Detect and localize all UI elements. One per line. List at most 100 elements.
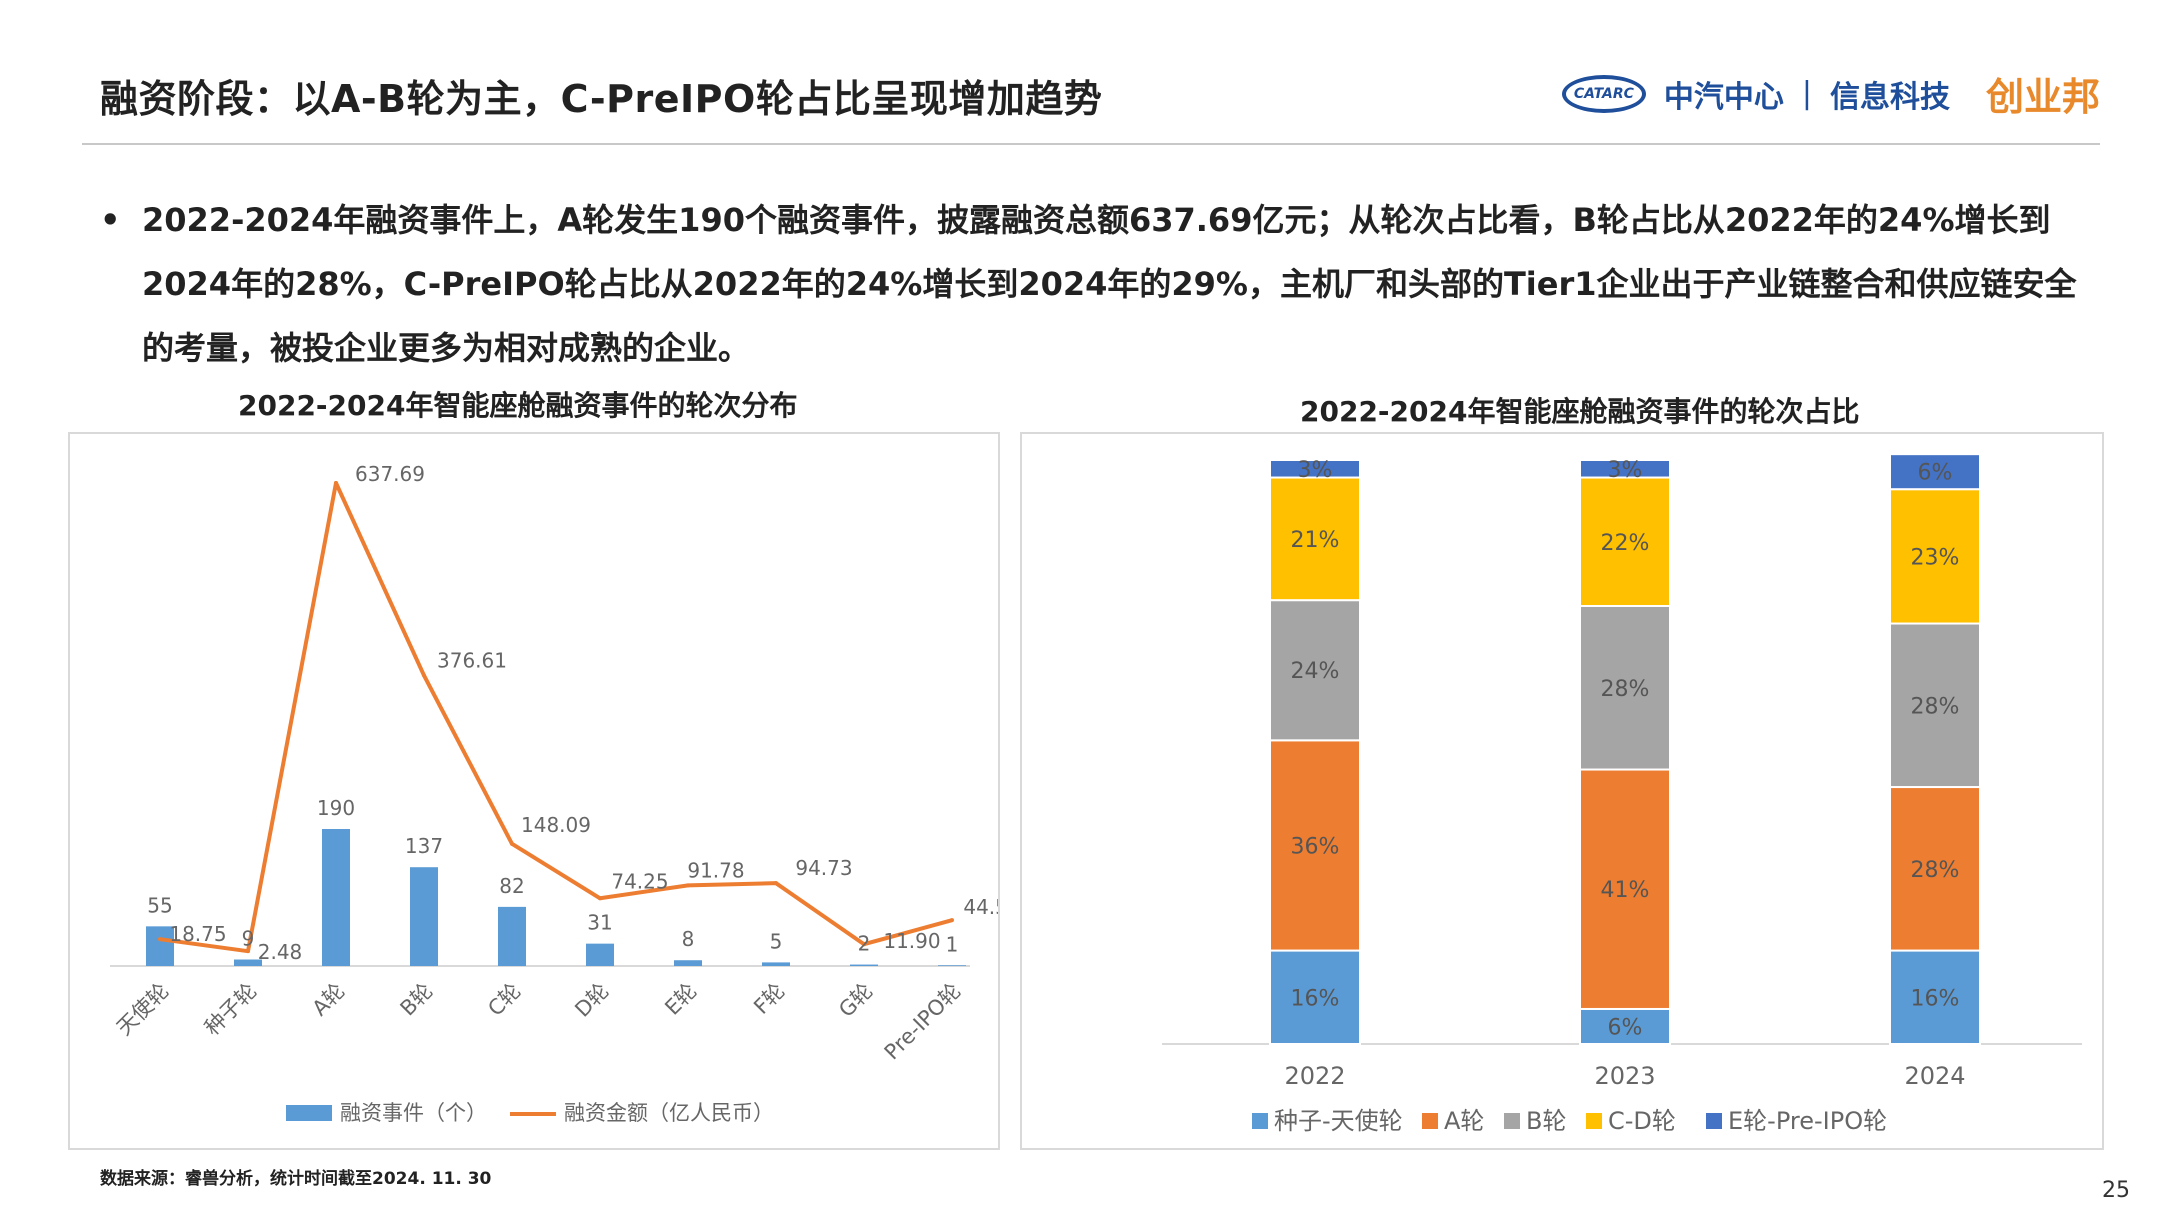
legend-swatch-种子-天使轮 — [1252, 1113, 1268, 1129]
category-tick-label: C轮 — [483, 979, 525, 1021]
legend-label-amount: 融资金额（亿人民币） — [564, 1101, 774, 1125]
count-label: 137 — [405, 834, 443, 858]
amount-point-B轮 — [422, 673, 426, 678]
segment-label: 21% — [1291, 528, 1340, 553]
legend-label-count: 融资事件（个） — [340, 1101, 487, 1125]
count-label: 5 — [770, 929, 783, 953]
legend-swatch-A轮 — [1422, 1113, 1438, 1129]
segment-A轮-2024 — [1889, 786, 1981, 952]
amount-label: 91.78 — [687, 858, 744, 882]
legend-label: C-D轮 — [1608, 1107, 1676, 1135]
bar-E轮 — [674, 960, 702, 966]
amount-label: 11.90 — [883, 929, 940, 953]
segment-label: 36% — [1291, 834, 1340, 859]
count-label: 9 — [242, 927, 255, 951]
partner-logo: 创业邦 — [1985, 75, 2100, 119]
segment-label: 28% — [1911, 858, 1960, 883]
bar-种子轮 — [234, 959, 262, 966]
amount-label: 94.73 — [795, 856, 852, 880]
bar-B轮 — [410, 867, 438, 966]
count-label: 1 — [946, 932, 959, 956]
legend-swatch-B轮 — [1504, 1113, 1520, 1129]
bar-F轮 — [762, 962, 790, 966]
bar-D轮 — [586, 943, 614, 966]
header-divider — [82, 143, 2100, 145]
bar-A轮 — [322, 829, 350, 966]
amount-label: 18.75 — [169, 922, 226, 946]
right-chart-title: 2022-2024年智能座舱融资事件的轮次占比 — [1300, 395, 1860, 428]
amount-point-天使轮 — [158, 937, 162, 942]
rounds-share-chart: 16% 36% 24% 21% 3% 2022 6% 41% 28% 22% 3% 2023 16% 28… — [1162, 453, 2082, 1135]
count-label: 190 — [317, 796, 355, 820]
amount-point-C轮 — [510, 841, 514, 846]
amount-label: 74.25 — [611, 869, 668, 893]
right-chart-panel: 16% 36% 24% 21% 3% 2022 6% 41% 28% 22% 3% 2023 16% 28… — [1020, 432, 2104, 1150]
rounds-distribution-chart: 55 9 190 137 82 31 8 5 2 1 18.75 2.48 637.69 376.61 14… — [110, 462, 1021, 1125]
segment-E轮-Pre-IPO轮-2022 — [1269, 459, 1361, 479]
amount-point-G轮 — [862, 942, 866, 947]
count-label: 8 — [682, 927, 695, 951]
category-tick-label: F轮 — [749, 979, 789, 1019]
amount-label: 637.69 — [355, 462, 425, 486]
data-source-note: 数据来源：睿兽分析，统计时间截至2024. 11. 30 — [100, 1169, 492, 1189]
summary-bullet: • 2022-2024年融资事件上，A轮发生190个融资事件，披露融资总额637… — [100, 188, 2080, 380]
segment-label: 23% — [1911, 545, 1960, 570]
amount-label: 376.61 — [437, 648, 507, 672]
category-tick-label: B轮 — [396, 979, 438, 1021]
segment-B轮-2023 — [1579, 605, 1671, 771]
amount-series-line — [159, 481, 953, 954]
category-tick-label: G轮 — [834, 979, 877, 1022]
segment-种子-天使轮-2023 — [1579, 1007, 1671, 1046]
segment-label: 16% — [1291, 986, 1340, 1011]
category-tick-label: E轮 — [660, 979, 701, 1020]
legend-label: A轮 — [1444, 1107, 1484, 1135]
legend-label: E轮-Pre-IPO轮 — [1728, 1107, 1887, 1135]
category-tick-label: A轮 — [308, 979, 350, 1021]
logo-group: CATARC 中汽中心 | 信息科技 创业邦 — [1561, 66, 2100, 121]
logo-org-name: 中汽中心 — [1663, 79, 1784, 115]
segment-E轮-Pre-IPO轮-2024 — [1889, 453, 1981, 491]
segment-C-D轮-2022 — [1269, 476, 1361, 602]
amount-point-E轮 — [686, 883, 690, 888]
legend-swatch-count — [286, 1105, 332, 1121]
segment-label: 3% — [1298, 458, 1333, 483]
bar-天使轮 — [146, 926, 174, 966]
segment-B轮-2024 — [1889, 622, 1981, 789]
amount-point-F轮 — [774, 881, 778, 886]
page-title: 融资阶段：以A-B轮为主，C-PreIPO轮占比呈现增加趋势 — [100, 77, 1103, 121]
segment-label: 28% — [1911, 694, 1960, 719]
category-tick-label: Pre-IPO轮 — [880, 979, 966, 1065]
count-label: 55 — [147, 893, 172, 917]
year-tick-label: 2023 — [1594, 1062, 1655, 1090]
segment-A轮-2023 — [1579, 768, 1671, 1010]
amount-label: 44.54 — [963, 895, 998, 919]
segment-A轮-2022 — [1269, 739, 1361, 952]
bar-C轮 — [498, 906, 526, 966]
bar-G轮 — [850, 964, 878, 966]
legend-label: 种子-天使轮 — [1274, 1107, 1403, 1135]
count-label: 2 — [858, 932, 871, 956]
logo-separator: | — [1801, 76, 1812, 111]
segment-label: 28% — [1601, 677, 1650, 702]
category-tick-label: 种子轮 — [200, 979, 262, 1041]
year-tick-label: 2022 — [1284, 1062, 1345, 1090]
count-label: 82 — [499, 874, 524, 898]
segment-label: 6% — [1608, 1015, 1643, 1040]
amount-label: 2.48 — [258, 940, 303, 964]
segment-label: 24% — [1291, 659, 1340, 684]
segment-label: 3% — [1608, 458, 1643, 483]
bar-Pre-IPO轮 — [938, 965, 966, 966]
segment-label: 41% — [1601, 878, 1650, 903]
category-tick-label: D轮 — [570, 979, 613, 1022]
bullet-marker: • — [100, 201, 121, 239]
left-chart-title: 2022-2024年智能座舱融资事件的轮次分布 — [238, 389, 798, 422]
segment-B轮-2022 — [1269, 599, 1361, 742]
segment-种子-天使轮-2024 — [1889, 949, 1981, 1045]
page-number: 25 — [2102, 1178, 2130, 1203]
amount-point-D轮 — [598, 896, 602, 901]
category-tick-label: 天使轮 — [112, 979, 174, 1041]
count-label: 31 — [587, 911, 612, 935]
segment-E轮-Pre-IPO轮-2023 — [1579, 459, 1671, 479]
amount-point-A轮 — [334, 481, 338, 485]
amount-point-Pre-IPO轮 — [950, 918, 954, 923]
